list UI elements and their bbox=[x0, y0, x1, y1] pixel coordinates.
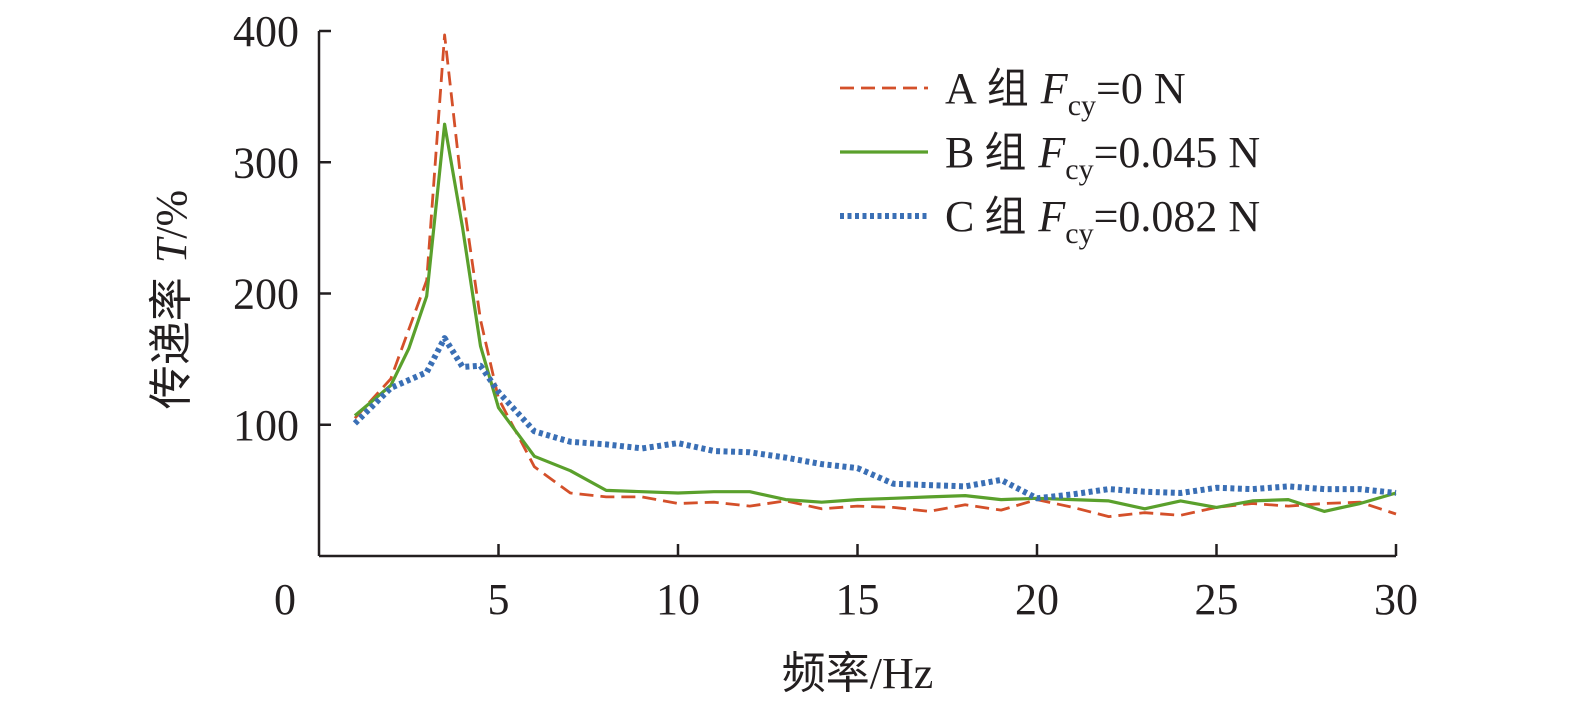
x-axis-title-cjk: 频率 bbox=[782, 648, 870, 699]
legend-entry-a: A 组 Fcy=0 N bbox=[945, 64, 1186, 122]
y-axis-title-cjk: 传递率 bbox=[146, 277, 197, 409]
x-tick-label: 5 bbox=[488, 575, 510, 624]
series-line-c bbox=[352, 335, 1397, 502]
series-line-b bbox=[353, 122, 1397, 513]
legend-entry-c: C 组 Fcy=0.082 N bbox=[945, 192, 1260, 250]
axes bbox=[317, 31, 1396, 558]
x-tick-label: 10 bbox=[656, 575, 700, 624]
legend-entry-b: B 组 Fcy=0.045 N bbox=[945, 128, 1260, 186]
x-axis-title-unit: /Hz bbox=[870, 649, 934, 698]
x-tick-label: 30 bbox=[1374, 575, 1418, 624]
x-tick-label: 20 bbox=[1015, 575, 1059, 624]
y-tick-label: 400 bbox=[233, 7, 299, 56]
series-line-a bbox=[353, 33, 1397, 518]
x-tick-label: 25 bbox=[1195, 575, 1239, 624]
y-axis-title-var: T bbox=[147, 235, 196, 263]
tick-marks bbox=[319, 29, 1398, 556]
y-tick-label: 300 bbox=[233, 138, 299, 187]
y-tick-label: 100 bbox=[233, 401, 299, 450]
y-axis-title: 传递率 T/% bbox=[146, 190, 197, 409]
x-axis-title: 频率/Hz bbox=[782, 648, 934, 699]
series-lines bbox=[352, 33, 1397, 518]
tick-labels: 0 5 10 15 20 25 30 100 200 300 400 bbox=[233, 7, 1418, 624]
legend: A 组 Fcy=0 N B 组 Fcy=0.045 N C 组 Fcy=0.082 N bbox=[840, 64, 1260, 250]
y-axis-title-unit: /% bbox=[147, 190, 196, 239]
x-tick-label: 0 bbox=[274, 575, 296, 624]
y-tick-label: 200 bbox=[233, 270, 299, 319]
x-tick-label: 15 bbox=[836, 575, 880, 624]
